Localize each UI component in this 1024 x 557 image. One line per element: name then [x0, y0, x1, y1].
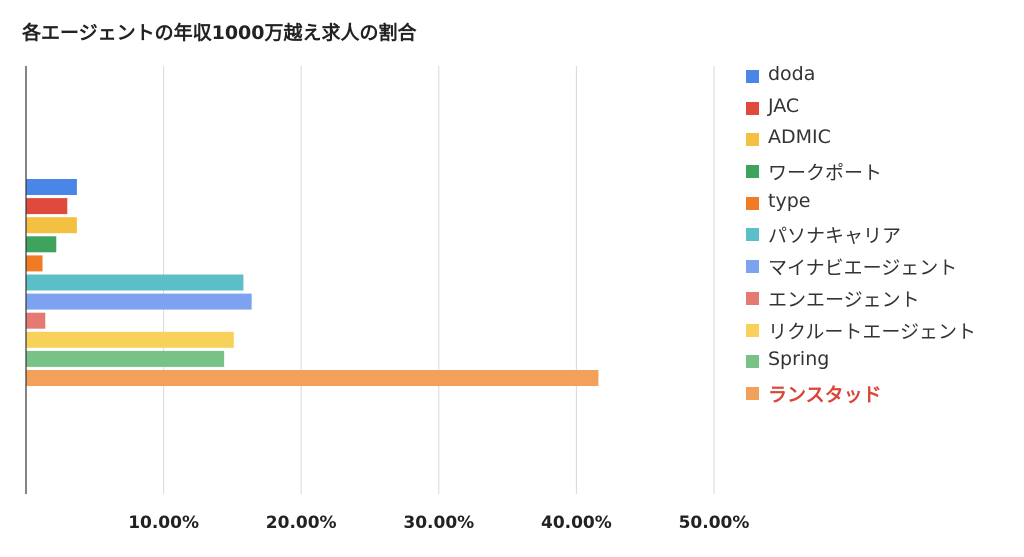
bar-3: [26, 236, 57, 253]
legend-label: doda: [768, 63, 816, 85]
legend-label: type: [768, 189, 811, 212]
legend-label: エンエージェント: [768, 288, 920, 311]
x-tick-label: 20.00%: [266, 513, 337, 533]
legend-item: ADMIC: [746, 125, 1016, 157]
legend-swatch: [746, 133, 759, 147]
bar-9: [26, 350, 225, 367]
legend-item: マイナビエージェント: [746, 252, 1016, 284]
legend-swatch: [746, 291, 759, 305]
legend-swatch: [746, 386, 759, 400]
bar-2: [26, 217, 77, 234]
bar-5: [26, 274, 244, 291]
legend-item: ワークポート: [746, 157, 1016, 189]
legend: doda JAC ADMIC ワークポート type パソナキャリアマイナビエージェントエ…: [746, 62, 1016, 411]
legend-label: マイナビエージェント: [768, 257, 958, 280]
legend-swatch: [746, 165, 759, 179]
legend-item: エンエージェント: [746, 284, 1016, 316]
legend-swatch: [746, 323, 759, 337]
legend-label: ADMIC: [768, 126, 831, 149]
legend-label: JAC: [768, 94, 800, 117]
chart-title: 各エージェントの年収1000万越え求人の割合: [22, 22, 417, 44]
legend-label: ランスタッド: [768, 383, 882, 406]
legend-swatch: [746, 355, 759, 369]
legend-label: リクルートエージェント: [768, 320, 977, 343]
bar-8: [26, 331, 234, 348]
legend-item: パソナキャリア: [746, 220, 1016, 252]
legend-swatch: [746, 228, 759, 242]
bar-7: [26, 312, 46, 329]
x-tick-label: 10.00%: [128, 513, 199, 533]
x-tick-label: 40.00%: [541, 513, 612, 533]
bar-0: [26, 179, 77, 195]
legend-item: ランスタッド: [746, 379, 1016, 411]
x-tick-label: 30.00%: [403, 513, 474, 533]
legend-label: Spring: [768, 348, 830, 371]
legend-item: Spring: [746, 347, 1016, 379]
tick-label-layer: 10.00% 20.00% 30.00% 40.00% 50.00%: [128, 513, 749, 533]
bar-10: [26, 370, 599, 386]
legend-label: パソナキャリア: [768, 225, 902, 248]
legend-swatch: [746, 196, 759, 210]
bar-layer: [26, 179, 599, 386]
x-tick-label: 50.00%: [679, 513, 750, 533]
legend-item: JAC: [746, 94, 1016, 126]
bar-1: [26, 198, 68, 215]
bar-4: [26, 255, 43, 272]
legend-swatch: [746, 101, 759, 115]
bar-6: [26, 293, 252, 310]
legend-item: リクルートエージェント: [746, 316, 1016, 348]
legend-item: type: [746, 189, 1016, 221]
legend-swatch: [746, 70, 759, 83]
legend-swatch: [746, 260, 759, 274]
legend-label: ワークポート: [768, 162, 883, 185]
legend-item: doda: [746, 62, 1016, 94]
grid-layer: [163, 66, 715, 494]
